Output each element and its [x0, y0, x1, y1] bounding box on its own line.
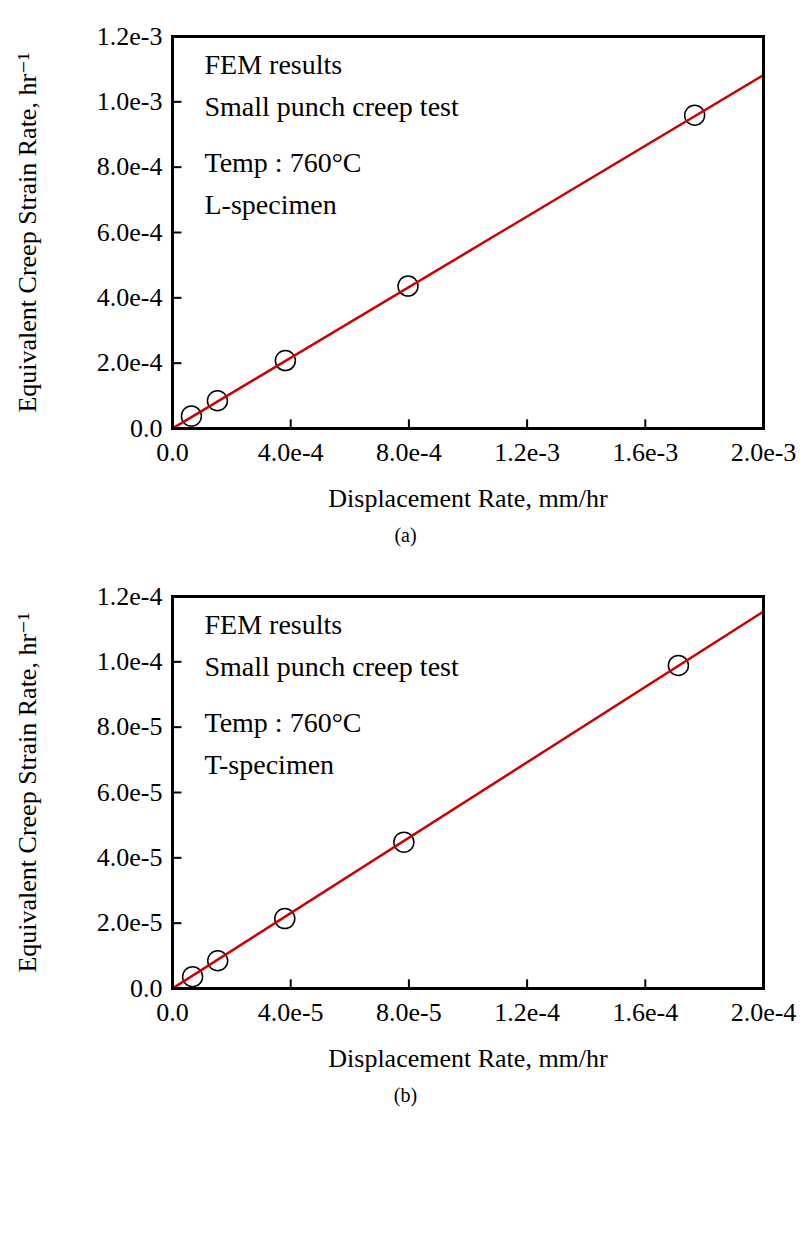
svg-text:6.0e-5: 6.0e-5	[97, 778, 163, 807]
svg-text:2.0e-4: 2.0e-4	[731, 998, 797, 1027]
svg-text:FEM results: FEM results	[205, 49, 343, 80]
svg-text:4.0e-4: 4.0e-4	[258, 438, 324, 467]
svg-text:Temp : 760°C: Temp : 760°C	[205, 147, 362, 178]
svg-text:1.6e-4: 1.6e-4	[612, 998, 678, 1027]
svg-text:8.0e-4: 8.0e-4	[97, 152, 163, 181]
svg-text:Equivalent Creep Strain Rate,: Equivalent Creep Strain Rate, hr⁻¹	[13, 612, 42, 972]
html-text:(a): (a)	[394, 524, 417, 546]
svg-text:1.0e-4: 1.0e-4	[97, 647, 163, 676]
html-text:(b): (b)	[393, 1084, 418, 1106]
svg-text:8.0e-5: 8.0e-5	[97, 712, 163, 741]
svg-text:6.0e-4: 6.0e-4	[97, 218, 163, 247]
svg-text:1.2e-4: 1.2e-4	[494, 998, 560, 1027]
svg-text:2.0e-4: 2.0e-4	[97, 348, 163, 377]
svg-text:4.0e-5: 4.0e-5	[258, 998, 324, 1027]
svg-text:Small punch creep test: Small punch creep test	[205, 651, 459, 682]
svg-text:L-specimen: L-specimen	[205, 189, 337, 220]
svg-text:1.2e-4: 1.2e-4	[97, 582, 163, 611]
svg-text:8.0e-5: 8.0e-5	[376, 998, 442, 1027]
svg-text:FEM results: FEM results	[205, 609, 343, 640]
svg-text:0.0: 0.0	[156, 438, 189, 467]
svg-text:4.0e-5: 4.0e-5	[97, 843, 163, 872]
svg-text:2.0e-5: 2.0e-5	[97, 908, 163, 937]
svg-text:8.0e-4: 8.0e-4	[376, 438, 442, 467]
svg-text:T-specimen: T-specimen	[205, 749, 335, 780]
svg-text:1.2e-3: 1.2e-3	[494, 438, 560, 467]
svg-text:0.0: 0.0	[130, 973, 163, 1003]
svg-text:Displacement Rate, mm/hr: Displacement Rate, mm/hr	[328, 1044, 608, 1073]
svg-text:4.0e-4: 4.0e-4	[97, 283, 163, 312]
svg-text:2.0e-3: 2.0e-3	[731, 438, 797, 467]
svg-text:1.2e-3: 1.2e-3	[97, 22, 163, 51]
svg-text:1.0e-3: 1.0e-3	[97, 87, 163, 116]
svg-text:Small punch creep test: Small punch creep test	[205, 91, 459, 122]
svg-text:1.6e-3: 1.6e-3	[612, 438, 678, 467]
svg-text:Temp : 760°C: Temp : 760°C	[205, 707, 362, 738]
svg-text:Displacement Rate, mm/hr: Displacement Rate, mm/hr	[328, 484, 608, 513]
svg-text:0.0: 0.0	[156, 998, 189, 1027]
svg-text:0.0: 0.0	[130, 413, 163, 443]
svg-text:Equivalent Creep Strain Rate,: Equivalent Creep Strain Rate, hr⁻¹	[13, 52, 42, 412]
